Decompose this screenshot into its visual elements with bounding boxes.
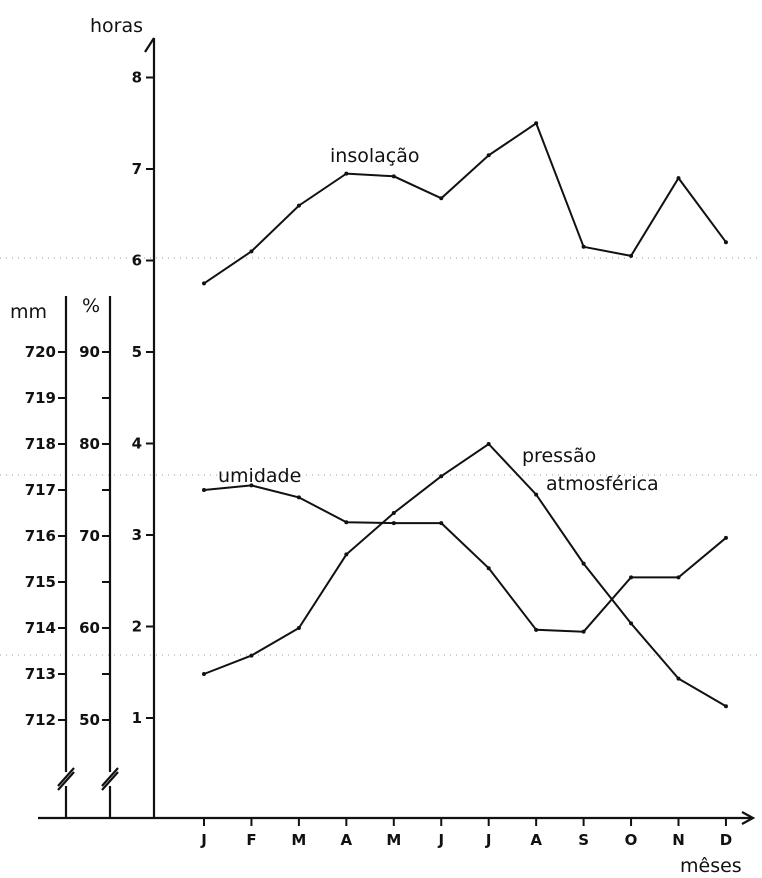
month-tick-label: M bbox=[386, 831, 401, 849]
horas-tick-label: 1 bbox=[132, 709, 142, 727]
month-tick-label: M bbox=[291, 831, 306, 849]
month-tick-label: O bbox=[625, 831, 638, 849]
data-point-umidade_pct bbox=[629, 575, 634, 580]
data-point-horas bbox=[249, 249, 254, 254]
month-tick-label: A bbox=[341, 831, 353, 849]
series-label-pressao-2: atmosférica bbox=[546, 473, 659, 495]
data-point-umidade_pct bbox=[296, 495, 301, 500]
scan-artifacts bbox=[0, 257, 762, 656]
pct-tick-label: 50 bbox=[79, 711, 100, 729]
month-tick-label: D bbox=[720, 831, 732, 849]
month-tick-label: J bbox=[200, 831, 207, 849]
data-point-pressao_mm bbox=[439, 474, 444, 479]
data-point-pressao_mm bbox=[296, 626, 301, 630]
series-line-umidade_pct bbox=[203, 484, 727, 633]
mm-tick-label: 720 bbox=[25, 343, 56, 361]
horas-tick-label: 2 bbox=[132, 618, 142, 636]
data-point-umidade_pct bbox=[534, 627, 539, 632]
month-tick-label: F bbox=[246, 831, 256, 849]
data-point-pressao_mm bbox=[629, 621, 634, 626]
mm-tick-label: 715 bbox=[25, 573, 56, 591]
data-point-horas bbox=[391, 174, 396, 179]
mm-tick-label: 716 bbox=[25, 527, 56, 545]
data-point-horas bbox=[723, 240, 728, 245]
series-label-umidade: umidade bbox=[218, 465, 301, 487]
series-layer bbox=[202, 121, 728, 709]
horas-tick-label: 7 bbox=[132, 160, 142, 178]
data-point-umidade_pct bbox=[202, 488, 206, 492]
data-point-pressao_mm bbox=[486, 442, 491, 446]
data-point-horas bbox=[534, 121, 539, 126]
data-point-horas bbox=[581, 244, 586, 249]
month-tick-label: S bbox=[578, 831, 589, 849]
month-tick-label: A bbox=[530, 831, 542, 849]
mm-tick-label: 713 bbox=[25, 665, 56, 683]
series-label-insolacao: insolação bbox=[330, 145, 419, 167]
data-point-pressao_mm bbox=[676, 676, 681, 681]
month-tick-label: J bbox=[485, 831, 492, 849]
month-tick-label: J bbox=[437, 831, 444, 849]
data-point-umidade_pct bbox=[439, 521, 444, 526]
mm-tick-label: 712 bbox=[25, 711, 56, 729]
horas-tick-label: 4 bbox=[132, 435, 142, 453]
data-point-umidade_pct bbox=[249, 483, 254, 488]
month-tick-label: N bbox=[672, 831, 685, 849]
data-point-umidade_pct bbox=[581, 629, 586, 634]
data-point-pressao_mm bbox=[723, 704, 728, 709]
data-point-horas bbox=[296, 203, 301, 208]
data-point-horas bbox=[486, 153, 491, 158]
horas-axis-arrow bbox=[144, 37, 155, 53]
data-point-pressao_mm bbox=[534, 492, 539, 497]
data-point-horas bbox=[439, 196, 444, 201]
mm-tick-label: 714 bbox=[25, 619, 56, 637]
data-point-horas bbox=[202, 281, 206, 286]
series-line-pressao_mm bbox=[203, 442, 727, 708]
data-point-pressao_mm bbox=[344, 552, 349, 557]
horas-tick-label: 8 bbox=[132, 69, 142, 87]
series-line-horas bbox=[203, 121, 727, 285]
data-point-umidade_pct bbox=[344, 520, 349, 525]
data-point-umidade_pct bbox=[486, 566, 491, 571]
data-point-pressao_mm bbox=[391, 511, 396, 515]
horas-tick-label: 6 bbox=[132, 252, 142, 270]
horas-tick-label: 5 bbox=[132, 343, 142, 361]
mm-tick-label: 719 bbox=[25, 389, 56, 407]
data-point-pressao_mm bbox=[581, 561, 586, 566]
series-label-pressao-1: pressão bbox=[522, 445, 596, 467]
horas-tick-label: 3 bbox=[132, 526, 142, 544]
mm-tick-label: 717 bbox=[25, 481, 56, 499]
data-point-horas bbox=[629, 253, 634, 258]
mm-axis-title: mm bbox=[10, 301, 47, 323]
mm-axis-break bbox=[57, 767, 75, 791]
data-point-umidade_pct bbox=[391, 521, 396, 526]
x-axis-arrow bbox=[741, 811, 756, 825]
data-point-umidade_pct bbox=[676, 575, 681, 580]
pct-tick-label: 70 bbox=[79, 527, 100, 545]
ticks-layer: 1 2 3 4 5 6 7 8 50 60 70 80 90 712 713 714 715 716 717 718 7… bbox=[25, 69, 732, 850]
pct-axis-title: % bbox=[82, 295, 100, 317]
data-point-umidade_pct bbox=[723, 535, 728, 540]
x-axis-title: mêses bbox=[680, 855, 742, 877]
data-point-horas bbox=[344, 171, 349, 176]
pct-tick-label: 80 bbox=[79, 435, 100, 453]
pct-tick-label: 60 bbox=[79, 619, 100, 637]
data-point-pressao_mm bbox=[249, 653, 254, 658]
data-point-pressao_mm bbox=[202, 672, 206, 676]
pct-axis-break bbox=[101, 767, 119, 791]
pct-tick-label: 90 bbox=[79, 343, 100, 361]
horas-axis-title: horas bbox=[90, 15, 143, 37]
mm-tick-label: 718 bbox=[25, 435, 56, 453]
data-point-horas bbox=[676, 176, 681, 181]
